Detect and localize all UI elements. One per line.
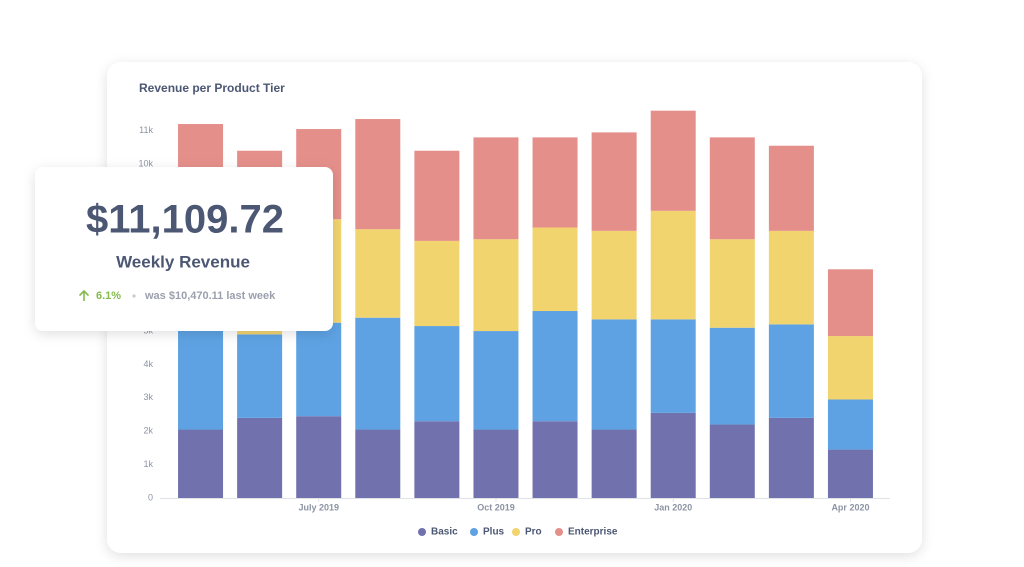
bar-segment: [709, 239, 755, 328]
bar-segment: [296, 416, 342, 498]
legend-label: Pro: [525, 527, 542, 538]
y-tick-label: 1k: [143, 459, 153, 469]
bar-segment: [296, 322, 342, 417]
kpi-value: $11,109.72: [86, 198, 284, 242]
bar-segment: [827, 269, 873, 337]
legend-label: Enterprise: [568, 527, 618, 538]
bar-segment: [591, 230, 637, 320]
bar-segment: [650, 319, 696, 413]
kpi-card: $11,109.72 Weekly Revenue 6.1% was $10,4…: [35, 167, 333, 331]
y-tick-label: 10k: [138, 158, 153, 168]
bar-segment: [237, 334, 283, 418]
x-tick-label: Apr 2020: [831, 502, 869, 512]
bar-segment: [237, 417, 283, 498]
legend-swatch: [512, 528, 520, 536]
legend-swatch: [470, 528, 478, 536]
y-tick-label: 3k: [143, 392, 153, 402]
bar-segment: [768, 324, 814, 418]
bar-segment: [473, 137, 519, 240]
legend-label: Basic: [431, 527, 458, 538]
bar-segment: [532, 421, 578, 498]
bar-segment: [650, 210, 696, 320]
kpi-card-bg: [35, 167, 333, 331]
kpi-comparison: was $10,470.11 last week: [144, 290, 276, 302]
y-tick-label: 2k: [143, 426, 153, 436]
separator-dot: [132, 294, 136, 298]
bar-segment: [355, 429, 401, 498]
x-tick-label: July 2019: [298, 502, 339, 512]
bar-segment: [768, 230, 814, 325]
bar-segment: [709, 424, 755, 498]
bar-segment: [355, 119, 401, 230]
legend-label: Plus: [483, 527, 505, 538]
bar-segment: [473, 331, 519, 430]
chart-title: Revenue per Product Tier: [139, 81, 285, 95]
kpi-label: Weekly Revenue: [116, 252, 250, 271]
up-arrow: [78, 289, 90, 301]
bar-segment: [532, 137, 578, 228]
y-tick-label: 4k: [143, 359, 153, 369]
bar-segment: [827, 336, 873, 400]
bar-segment: [709, 137, 755, 240]
bar-segment: [414, 326, 460, 422]
bar-segment: [650, 412, 696, 498]
y-tick-label: 11k: [139, 125, 153, 135]
bar-segment: [591, 319, 637, 430]
bar-segment: [827, 449, 873, 498]
bar-segment: [532, 311, 578, 422]
bar-segment: [178, 429, 224, 498]
bar-segment: [414, 240, 460, 327]
bar-segment: [355, 229, 401, 318]
x-tick-label: Oct 2019: [477, 502, 515, 512]
bar-segment: [709, 327, 755, 425]
bar-segment: [650, 110, 696, 211]
y-tick-label: 0: [148, 492, 153, 502]
bar-segment: [355, 317, 401, 430]
kpi-change: 6.1%: [96, 290, 121, 302]
bar-segment: [473, 239, 519, 332]
legend-swatch: [555, 528, 563, 536]
bar-segment: [414, 421, 460, 498]
x-tick-label: Jan 2020: [654, 502, 692, 512]
legend-swatch: [418, 528, 426, 536]
bar-segment: [591, 132, 637, 231]
bar-segment: [532, 227, 578, 312]
bar-segment: [414, 150, 460, 241]
bar-segment: [591, 429, 637, 498]
bar-segment: [768, 145, 814, 231]
bar-segment: [768, 417, 814, 498]
bar-segment: [473, 429, 519, 498]
bar-segment: [827, 399, 873, 450]
bar-segment: [178, 322, 224, 430]
